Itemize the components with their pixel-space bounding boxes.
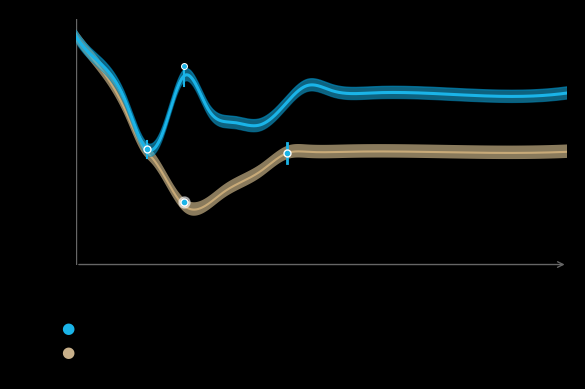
Text: ●: ● <box>61 321 74 336</box>
Text: ●: ● <box>61 345 74 359</box>
Polygon shape <box>76 30 567 156</box>
Polygon shape <box>76 29 567 216</box>
